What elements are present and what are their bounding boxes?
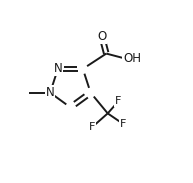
Text: O: O (97, 30, 106, 43)
Text: F: F (115, 96, 122, 106)
Text: N: N (46, 86, 54, 99)
Text: N: N (53, 62, 62, 75)
Text: F: F (89, 122, 96, 132)
Text: OH: OH (123, 52, 141, 65)
Text: F: F (120, 119, 126, 129)
